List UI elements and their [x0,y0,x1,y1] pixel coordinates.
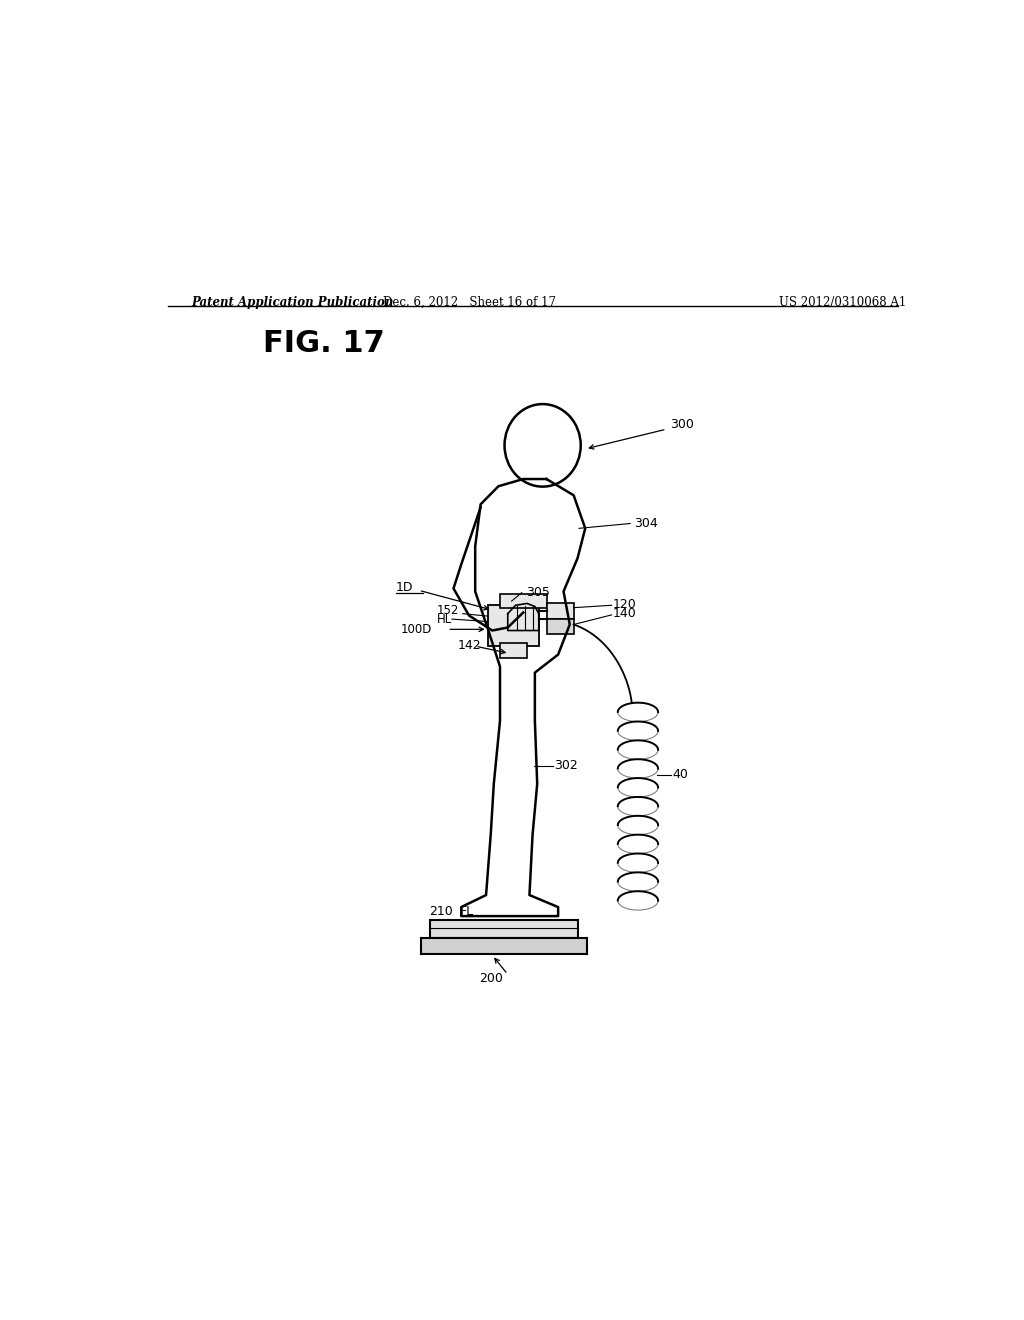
Text: Patent Application Publication: Patent Application Publication [191,296,394,309]
Bar [430,920,578,939]
Text: 140: 140 [613,607,637,620]
Text: HL: HL [436,612,452,626]
Text: 210: 210 [429,906,453,917]
Text: 302: 302 [554,759,578,772]
Bar [547,603,573,619]
Text: 304: 304 [634,517,657,531]
Text: 200: 200 [479,972,503,985]
Text: 142: 142 [458,639,481,652]
Bar [547,619,573,634]
Text: 100D: 100D [400,623,432,636]
Text: FL: FL [460,906,474,917]
Text: 120: 120 [613,598,637,611]
Text: Dec. 6, 2012   Sheet 16 of 17: Dec. 6, 2012 Sheet 16 of 17 [383,296,556,309]
Text: 152: 152 [436,605,459,618]
Bar [500,594,547,607]
Bar [487,606,539,645]
Text: 300: 300 [671,418,694,432]
Text: 305: 305 [525,586,550,599]
Text: 1D: 1D [396,581,414,594]
Text: 40: 40 [672,768,688,781]
Text: US 2012/0310068 A1: US 2012/0310068 A1 [778,296,906,309]
Text: FIG. 17: FIG. 17 [263,329,385,358]
Bar [500,643,527,657]
Bar [421,939,587,954]
